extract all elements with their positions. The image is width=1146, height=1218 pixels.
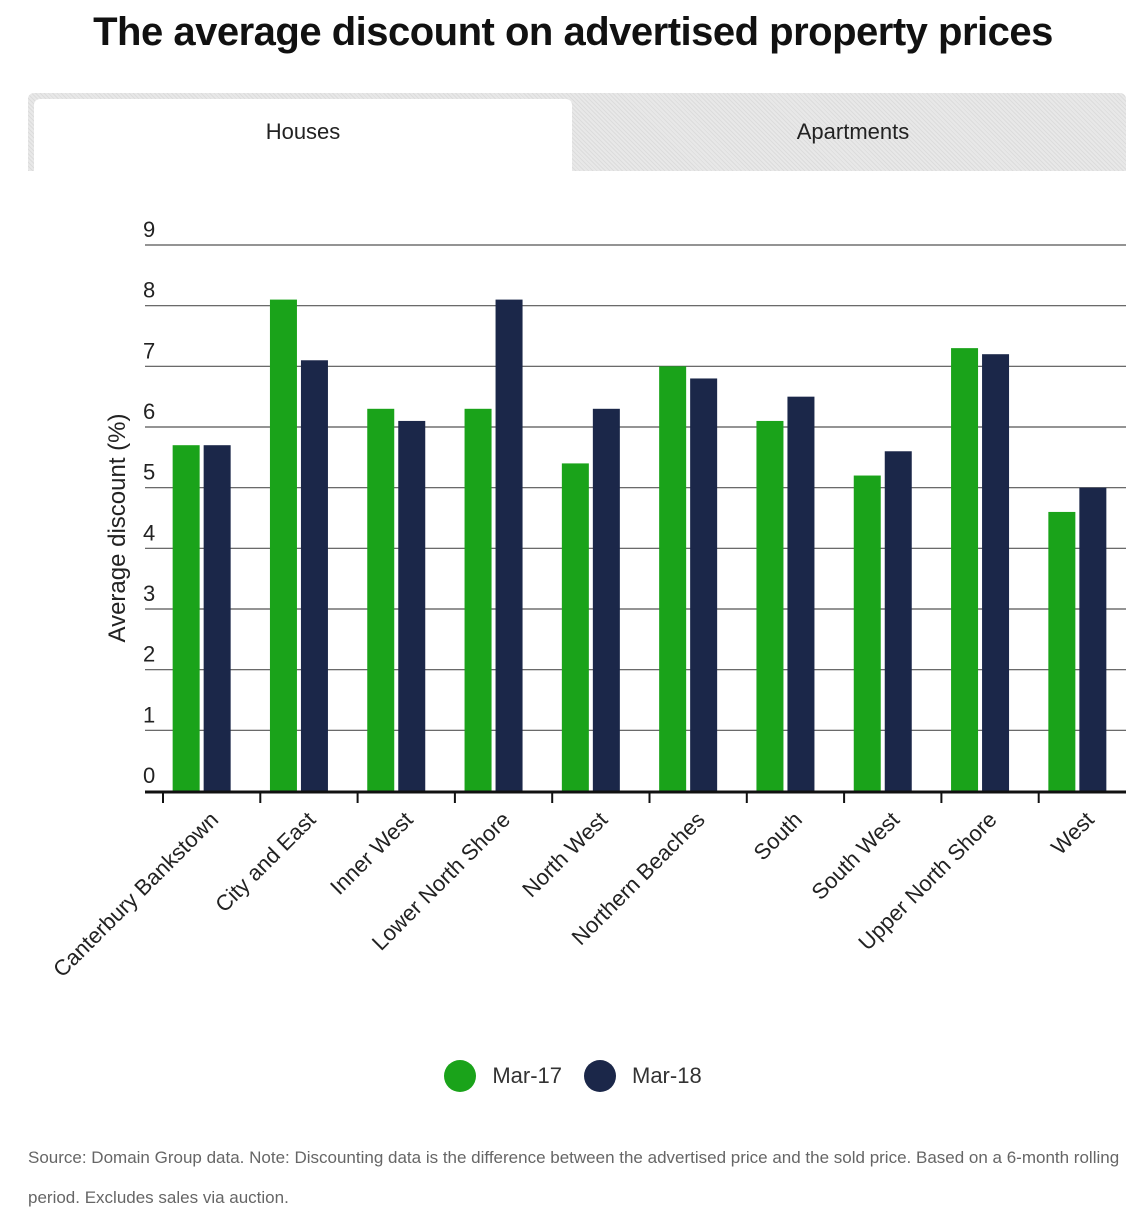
bar-mar-18 xyxy=(884,451,912,791)
y-tick-label: 8 xyxy=(143,278,155,303)
tab-apartments[interactable]: Apartments xyxy=(796,119,910,144)
bar-mar-17 xyxy=(269,299,297,791)
bar-mar-18 xyxy=(787,396,815,791)
legend-label-mar-17: Mar-17 xyxy=(492,1063,562,1088)
bar-mar-18 xyxy=(398,420,426,791)
bar-mar-17 xyxy=(367,408,395,791)
chart-title: The average discount on advertised prope… xyxy=(93,10,1053,54)
bar-chart: 0 1 2 3 4 5 6 7 8 9 Average discount (%) Canterbury… xyxy=(48,217,1126,982)
bar-mar-17 xyxy=(561,463,589,791)
x-tick-label: Canterbury Bankstown xyxy=(48,807,223,982)
bar-mar-18 xyxy=(495,299,523,791)
bar-mar-17 xyxy=(464,408,492,791)
legend-label-mar-18: Mar-18 xyxy=(632,1063,702,1088)
source-note: Source: Domain Group data. Note: Discoun… xyxy=(28,1148,1120,1207)
y-tick-label: 4 xyxy=(143,520,155,545)
legend-item-mar-17[interactable]: Mar-17 xyxy=(444,1060,562,1092)
legend: Mar-17 Mar-18 xyxy=(0,1060,1146,1092)
bar-mar-17 xyxy=(951,348,979,791)
legend-item-mar-18[interactable]: Mar-18 xyxy=(584,1060,702,1092)
bar-mar-18 xyxy=(982,354,1010,791)
y-tick-label: 1 xyxy=(143,702,155,727)
x-tick-label: West xyxy=(1046,807,1099,860)
tab-houses[interactable]: Houses xyxy=(34,99,572,171)
x-tick-label: City and East xyxy=(210,807,320,917)
bar-mar-18 xyxy=(592,408,620,791)
y-tick-label: 5 xyxy=(143,460,155,485)
bar-mar-18 xyxy=(300,360,328,791)
x-tick-label: South West xyxy=(806,807,904,905)
y-axis-label: Average discount (%) xyxy=(104,413,131,642)
x-tick-label: South xyxy=(749,807,807,865)
tab-bar: Houses Apartments xyxy=(28,93,1126,171)
y-tick-label: 3 xyxy=(143,581,155,606)
y-tick-label: 9 xyxy=(143,217,155,242)
y-tick-label: 7 xyxy=(143,338,155,363)
y-tick-label: 2 xyxy=(143,642,155,667)
bar-mar-17 xyxy=(172,445,200,791)
bar-mar-18 xyxy=(1079,487,1107,791)
legend-swatch-mar-17 xyxy=(444,1060,477,1092)
bar-mar-17 xyxy=(756,420,784,791)
bar-mar-18 xyxy=(690,378,718,791)
bar-mar-17 xyxy=(659,366,687,791)
x-tick-label: North West xyxy=(517,807,612,902)
y-tick-label: 6 xyxy=(143,399,155,424)
bar-mar-17 xyxy=(853,475,881,791)
legend-swatch-mar-18 xyxy=(584,1060,616,1092)
y-tick-label: 0 xyxy=(143,763,155,788)
x-tick-label: Inner West xyxy=(325,807,418,900)
bar-mar-18 xyxy=(203,445,231,791)
bar-mar-17 xyxy=(1048,511,1076,791)
